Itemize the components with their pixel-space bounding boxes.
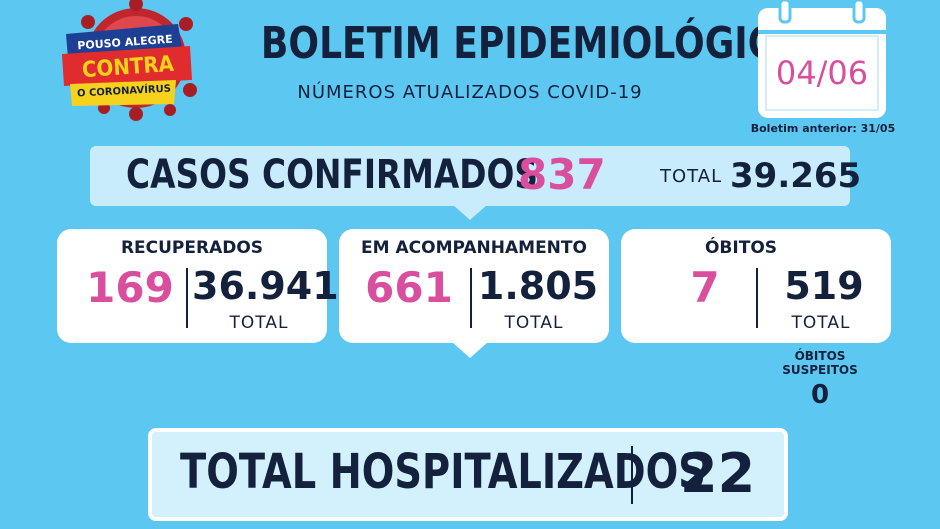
suspected-label-line-2: SUSPEITOS <box>782 363 858 377</box>
recovered-total: 36.941 <box>192 264 339 308</box>
calendar-icon <box>752 0 892 120</box>
previous-bulletin: Boletim anterior: 31/05 <box>750 122 896 135</box>
confirmed-total: 39.265 <box>730 156 862 196</box>
monitoring-new: 661 <box>365 263 453 312</box>
card-pointer <box>452 342 488 358</box>
suspected-deaths-label: ÓBITOS SUSPEITOS <box>770 349 870 377</box>
monitoring-divider <box>470 268 472 328</box>
deaths-total: 519 <box>784 264 864 308</box>
suspected-deaths-value: 0 <box>810 380 830 410</box>
monitoring-card <box>339 229 609 343</box>
monitoring-total: 1.805 <box>477 264 599 308</box>
coronavirus-icon <box>62 0 197 121</box>
confirmed-new: 837 <box>518 150 606 199</box>
deaths-new: 7 <box>690 263 720 312</box>
bulletin-date: 04/06 <box>775 54 869 92</box>
monitoring-title: EM ACOMPANHAMENTO <box>361 238 587 258</box>
recovered-divider <box>186 268 188 328</box>
recovered-total-label: TOTAL <box>229 313 289 333</box>
hospitalized-box <box>148 428 788 521</box>
pouso-alegre-logo: POUSO ALEGRE CONTRA O CORONAVÍRUS <box>58 0 203 122</box>
hospitalized-label: TOTAL HOSPITALIZADOS <box>180 444 706 500</box>
confirmed-total-label: TOTAL <box>660 166 723 187</box>
page-subtitle: NÚMEROS ATUALIZADOS COVID-19 <box>297 82 643 103</box>
recovered-new: 169 <box>86 263 174 312</box>
banner-pointer <box>452 204 488 220</box>
recovered-title: RECUPERADOS <box>120 238 264 258</box>
hospitalized-value: 22 <box>680 442 756 505</box>
deaths-total-label: TOTAL <box>791 313 851 333</box>
suspected-label-line-1: ÓBITOS <box>794 349 846 363</box>
recovered-card <box>57 229 327 343</box>
page-title: BOLETIM EPIDEMIOLÓGICO <box>260 18 805 69</box>
deaths-divider <box>756 268 758 328</box>
deaths-title: ÓBITOS <box>704 238 778 258</box>
confirmed-banner <box>90 146 850 206</box>
hospitalized-divider <box>631 446 633 504</box>
confirmed-label: CASOS CONFIRMADOS <box>126 152 539 198</box>
monitoring-total-label: TOTAL <box>504 313 564 333</box>
